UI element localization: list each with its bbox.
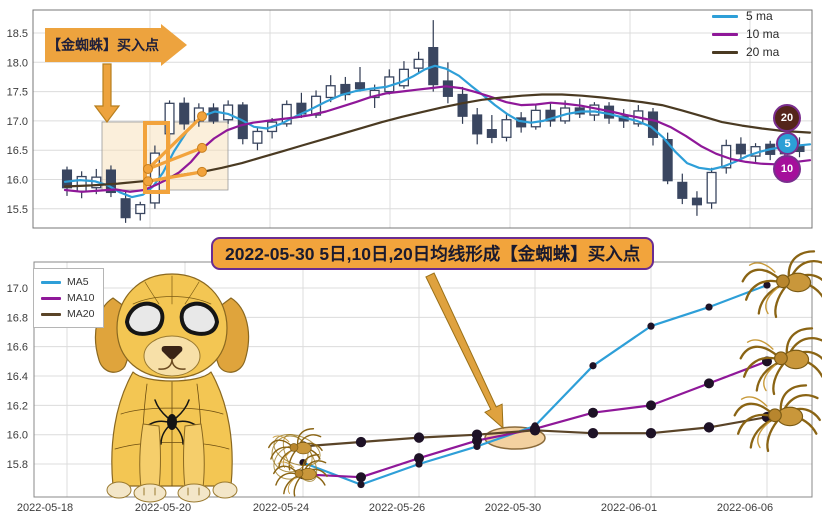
svg-text:2022-05-26: 2022-05-26 — [369, 502, 425, 514]
golden-spider-ma20-end-icon — [733, 384, 821, 453]
svg-text:17.0: 17.0 — [7, 116, 28, 128]
legend-label: MA20 — [67, 308, 95, 320]
ma-line-chart: 15.8 16.0 16.2 16.4 16.6 16.8 17.0 2022-05-18 20… — [7, 250, 822, 514]
golden-spider-highlight-rect — [143, 121, 170, 194]
legend-label: MA5 — [67, 276, 89, 288]
ma20-line-swatch — [712, 50, 738, 54]
svg-text:18.5: 18.5 — [7, 28, 28, 40]
golden-spider-buy-point-banner: 【金蜘蛛】买入点 — [45, 28, 161, 62]
svg-text:2022-05-20: 2022-05-20 — [135, 502, 191, 514]
svg-text:16.6: 16.6 — [7, 342, 28, 354]
legend-label: 20 ma — [746, 45, 780, 59]
svg-text:17.5: 17.5 — [7, 87, 28, 99]
svg-text:18.0: 18.0 — [7, 57, 28, 69]
legend-item-ma10: MA10 — [41, 290, 94, 306]
legend-item-ma20: MA20 — [41, 306, 94, 322]
spider-web-scribble — [271, 433, 321, 482]
bottom-chart-legend: MA5 MA10 MA20 — [33, 268, 105, 328]
svg-text:2022-05-30: 2022-05-30 — [485, 502, 541, 514]
ma20-line-swatch — [41, 312, 61, 316]
svg-text:2022-05-24: 2022-05-24 — [253, 502, 309, 514]
svg-text:15.5: 15.5 — [7, 204, 28, 216]
legend-item-ma5: MA5 — [41, 274, 94, 290]
golden-spider-ma5-end-icon — [741, 250, 822, 319]
svg-text:16.0: 16.0 — [7, 430, 28, 442]
svg-text:16.8: 16.8 — [7, 312, 28, 324]
legend-label: MA10 — [67, 292, 95, 304]
banner-text: 【金蜘蛛】买入点 — [47, 37, 159, 53]
svg-text:17.0: 17.0 — [7, 283, 28, 295]
MA20-markers — [297, 411, 773, 452]
ma5-line-swatch — [41, 280, 61, 284]
golden-spider-ma10-end-icon — [739, 327, 822, 396]
down-arrow-icon — [93, 63, 121, 123]
legend-item-10ma: 10 ma — [712, 25, 779, 43]
svg-text:2022-05-18: 2022-05-18 — [17, 502, 73, 514]
5ma-line — [63, 64, 812, 199]
svg-text:2022-06-01: 2022-06-01 — [601, 502, 657, 514]
small-golden-spider-icon — [273, 454, 328, 497]
ma10-end-badge: 10 — [773, 155, 801, 183]
ma5-end-badge: 5 — [776, 132, 799, 155]
legend-label: 5 ma — [746, 9, 773, 23]
ma10-line-swatch — [41, 296, 61, 300]
svg-text:16.0: 16.0 — [7, 175, 28, 187]
svg-text:16.5: 16.5 — [7, 145, 28, 157]
legend-label: 10 ma — [746, 27, 780, 41]
annotation-arrow-icon — [425, 272, 504, 430]
golden-spider-fan — [143, 111, 207, 187]
top-chart-legend: 5 ma 10 ma 20 ma — [712, 7, 779, 61]
legend-item-20ma: 20 ma — [712, 43, 779, 61]
banner-arrowhead-icon — [161, 24, 187, 66]
spider-dog-illustration — [94, 273, 250, 503]
ma5-line-swatch — [712, 14, 738, 18]
small-golden-spider-icon — [268, 428, 323, 471]
ma20-end-badge: 20 — [773, 104, 801, 132]
svg-text:2022-06-06: 2022-06-06 — [717, 502, 773, 514]
svg-text:16.4: 16.4 — [7, 371, 28, 383]
10ma-line — [63, 85, 812, 193]
candlestick-chart: 15.5 16.0 16.5 17.0 17.5 18.0 18.5 — [7, 9, 813, 229]
svg-text:15.8: 15.8 — [7, 459, 28, 471]
svg-text:16.2: 16.2 — [7, 400, 28, 412]
legend-item-5ma: 5 ma — [712, 7, 779, 25]
ma10-line-swatch — [712, 32, 738, 36]
callout-annotation: 2022-05-30 5日,10日,20日均线形成【金蜘蛛】买入点 — [211, 237, 655, 270]
